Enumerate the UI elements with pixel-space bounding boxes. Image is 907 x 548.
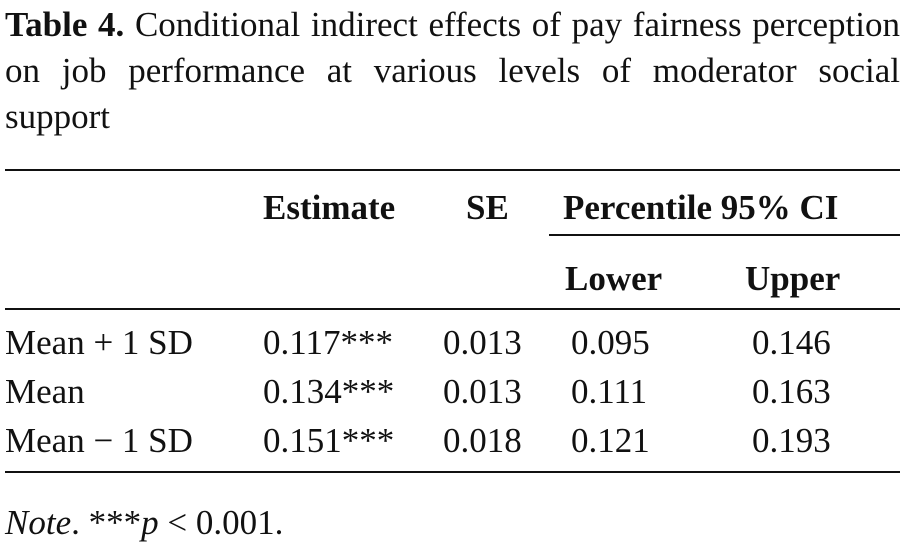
row-label: Mean + 1 SD: [5, 323, 193, 362]
note-label: Note: [5, 503, 72, 542]
row-label: Mean − 1 SD: [5, 421, 193, 460]
row-lower: 0.095: [571, 323, 650, 362]
table-note: Note. ***p < 0.001.: [5, 503, 284, 542]
table-caption: Table 4. Conditional indirect effects of…: [5, 2, 900, 140]
header-upper: Upper: [745, 259, 841, 298]
header-lower: Lower: [565, 259, 663, 298]
header-se: SE: [466, 188, 509, 227]
row-upper: 0.163: [752, 372, 831, 411]
row-upper: 0.146: [752, 323, 831, 362]
table-caption-label: Table 4.: [5, 5, 125, 44]
row-se: 0.018: [443, 421, 522, 460]
note-stars: ***: [88, 503, 142, 542]
row-upper: 0.193: [752, 421, 831, 460]
note-rest: < 0.001.: [158, 503, 284, 542]
row-lower: 0.121: [571, 421, 650, 460]
header-ci-group: Percentile 95% CI: [563, 188, 839, 227]
header-estimate: Estimate: [263, 188, 396, 227]
row-se: 0.013: [443, 323, 522, 362]
row-se: 0.013: [443, 372, 522, 411]
row-label: Mean: [5, 372, 85, 411]
table-caption-text: Conditional indirect effects of pay fair…: [5, 5, 901, 136]
bottom-rule: [5, 471, 900, 473]
row-estimate: 0.117***: [263, 323, 393, 362]
header-rule: [5, 308, 900, 310]
row-lower: 0.111: [571, 372, 648, 411]
row-estimate: 0.134***: [263, 372, 395, 411]
top-rule: [5, 169, 900, 171]
note-p: p: [141, 503, 159, 542]
ci-group-rule: [549, 234, 900, 236]
row-estimate: 0.151***: [263, 421, 395, 460]
